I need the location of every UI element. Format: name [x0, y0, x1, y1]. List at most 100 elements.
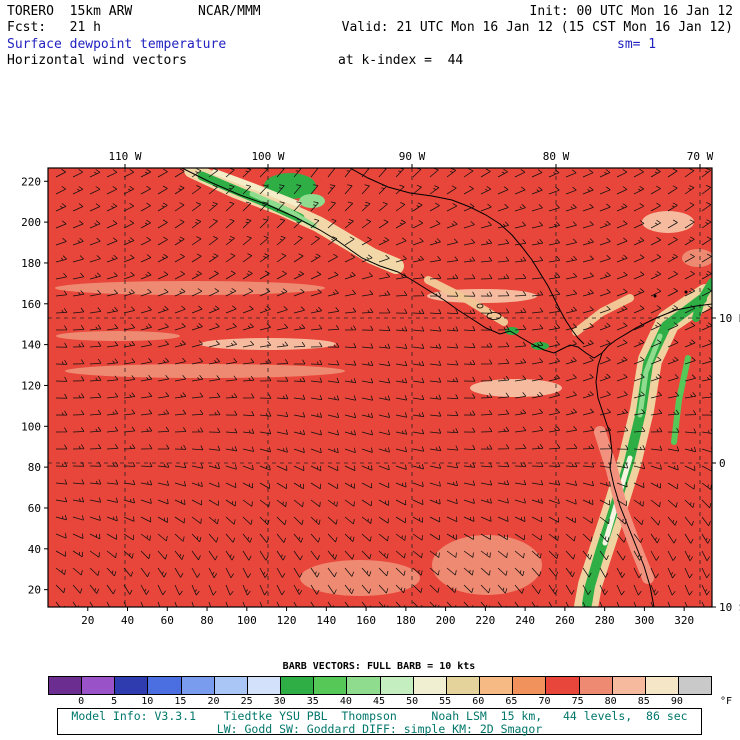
colorbar-segment [181, 677, 215, 694]
x-axis-tick-label: 320 [674, 614, 694, 627]
colorbar-tick-label: 25 [240, 696, 253, 707]
colorbar-tick-label: 0 [78, 696, 85, 707]
y-axis-tick-label: 20 [28, 584, 41, 597]
shaded-band [637, 333, 663, 418]
colorbar-segment [380, 677, 414, 694]
colorbar-tick-label: 80 [604, 696, 617, 707]
colorbar-tick-label: 40 [339, 696, 352, 707]
colorbar-tick-label: 50 [406, 696, 419, 707]
x-axis-tick-label: 100 [237, 614, 257, 627]
forecast-hour-label: Fcst: 21 h [7, 20, 101, 35]
colorbar-segment [347, 677, 381, 694]
x-axis-tick-label: 240 [515, 614, 535, 627]
y-axis-tick-label: 120 [21, 379, 41, 392]
shaded-band [424, 276, 508, 326]
latitude-label: 0 [719, 457, 726, 470]
x-axis-tick-label: 260 [555, 614, 575, 627]
colorbar-tick-label: 70 [538, 696, 551, 707]
model-run-label: TORERO 15km ARW [7, 4, 133, 19]
longitude-label: 80 W [543, 150, 570, 163]
x-axis-tick-label: 40 [121, 614, 134, 627]
colorbar-segment [645, 677, 679, 694]
shaded-region [682, 249, 712, 267]
shaded-region [432, 535, 542, 595]
shaded-region [470, 379, 562, 397]
colorbar-segment [247, 677, 282, 694]
coastline [615, 303, 712, 341]
colorbar-tick-label: 5 [111, 696, 118, 707]
y-axis-tick-label: 200 [21, 216, 41, 229]
colorbar-segment [480, 677, 514, 694]
longitude-label: 70 W [687, 150, 714, 163]
colorbar-tick-label: 85 [637, 696, 650, 707]
colorbar-segment [413, 677, 447, 694]
longitude-label: 100 W [251, 150, 284, 163]
y-axis-tick-label: 220 [21, 175, 41, 188]
colorbar-tick-label: 10 [141, 696, 154, 707]
island-dot [684, 290, 688, 294]
y-axis-tick-label: 60 [28, 502, 41, 515]
x-axis-tick-label: 160 [356, 614, 376, 627]
colorbar-segment [214, 677, 248, 694]
shaded-region [299, 194, 325, 208]
valid-time-label: Valid: 21 UTC Mon 16 Jan 12 (15 CST Mon … [341, 20, 733, 35]
x-axis-tick-label: 200 [436, 614, 456, 627]
colorbar-segment [546, 677, 580, 694]
y-axis-tick-label: 80 [28, 461, 41, 474]
y-axis-tick-label: 180 [21, 257, 41, 270]
y-axis-tick-label: 140 [21, 339, 41, 352]
colorbar-unit-label: °F [719, 696, 733, 707]
coastline [181, 168, 617, 359]
field-title: Surface dewpoint temperature [7, 37, 227, 52]
dewpoint-field [48, 168, 712, 607]
x-axis-tick-label: 180 [396, 614, 416, 627]
model-info-line2: LW: Godd SW: Goddard DIFF: simple KM: 2D… [216, 722, 543, 736]
colorbar-segment [513, 677, 547, 694]
colorbar-segment [49, 677, 83, 694]
longitude-label: 110 W [108, 150, 141, 163]
y-axis-tick-label: 160 [21, 298, 41, 311]
plot-frame [47, 167, 713, 608]
colorbar-tick-label: 15 [174, 696, 187, 707]
colorbar-tick-label: 35 [306, 696, 319, 707]
model-info-line1: Model Info: V3.3.1 Tiedtke YSU PBL Thomp… [71, 709, 688, 723]
colorbar-segment [281, 677, 315, 694]
lake-outline [476, 303, 484, 309]
latitude-label: 10 N [719, 312, 740, 325]
shaded-band [671, 355, 691, 445]
model-info-box: Model Info: V3.3.1 Tiedtke YSU PBL Thomp… [57, 708, 702, 736]
colorbar-segment [612, 677, 646, 694]
latitude-label: 10 S [719, 601, 740, 614]
x-axis-tick-label: 20 [81, 614, 94, 627]
x-axis-tick-label: 120 [277, 614, 297, 627]
colorbar-tick-label: 60 [472, 696, 485, 707]
org-label: NCAR/MMM [198, 4, 261, 19]
shaded-region [505, 327, 519, 335]
vector-title: Horizontal wind vectors [7, 53, 188, 68]
lake-outline [486, 312, 502, 320]
x-axis-tick-label: 60 [161, 614, 174, 627]
shaded-region [642, 211, 694, 233]
x-axis-tick-label: 220 [475, 614, 495, 627]
colorbar-tick-label: 55 [439, 696, 452, 707]
island-dot [653, 294, 657, 298]
shaded-region [55, 281, 325, 295]
colorbar-segment [446, 677, 481, 694]
colorbar [48, 676, 712, 695]
colorbar-tick-label: 75 [571, 696, 584, 707]
shaded-band [249, 191, 317, 229]
colorbar-segment [579, 677, 613, 694]
colorbar-tick-label: 20 [207, 696, 220, 707]
wind-barbs [55, 168, 712, 607]
barb-legend-label: BARB VECTORS: FULL BARB = 10 kts [282, 661, 476, 672]
colorbar-segment [678, 677, 712, 694]
colorbar-tick-label: 90 [670, 696, 683, 707]
shaded-region [56, 331, 180, 341]
init-time-label: Init: 00 UTC Mon 16 Jan 12 [529, 4, 734, 19]
colorbar-segment [314, 677, 348, 694]
smoothing-label: sm= 1 [617, 37, 657, 52]
colorbar-segment [148, 677, 182, 694]
x-axis-tick-label: 140 [316, 614, 336, 627]
